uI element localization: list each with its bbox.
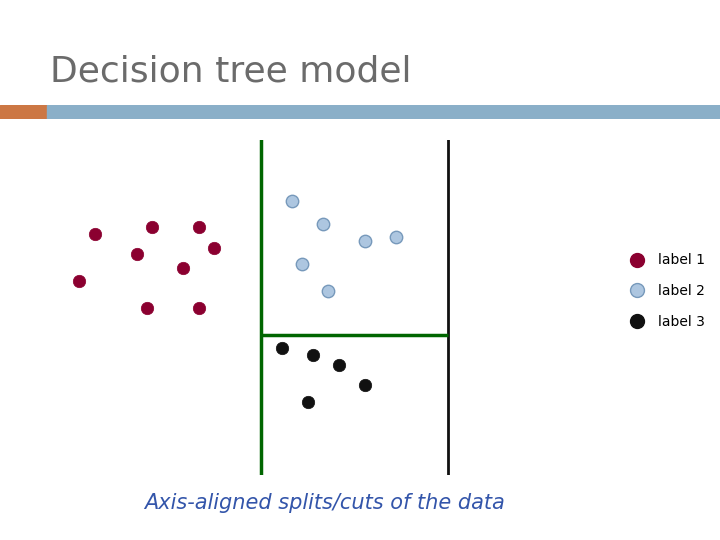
Point <box>141 303 153 312</box>
Point <box>131 250 143 259</box>
Text: Axis-aligned splits/cuts of the data: Axis-aligned splits/cuts of the data <box>144 493 505 513</box>
Point <box>89 230 101 239</box>
Point <box>318 220 329 228</box>
Point <box>323 287 334 295</box>
Text: Decision tree model: Decision tree model <box>50 54 412 88</box>
Bar <box>0 105 47 119</box>
Point <box>287 197 298 205</box>
Point <box>209 243 220 252</box>
Point <box>390 233 402 242</box>
Point <box>297 260 308 268</box>
Point <box>193 223 204 232</box>
Legend: label 1, label 2, label 3: label 1, label 2, label 3 <box>617 248 710 334</box>
Point <box>307 350 318 359</box>
Point <box>333 360 344 369</box>
Point <box>146 223 158 232</box>
Point <box>359 237 370 245</box>
Point <box>193 303 204 312</box>
Point <box>302 397 313 406</box>
Point <box>177 264 189 272</box>
Point <box>276 343 287 352</box>
Point <box>359 381 370 389</box>
Point <box>73 276 85 285</box>
